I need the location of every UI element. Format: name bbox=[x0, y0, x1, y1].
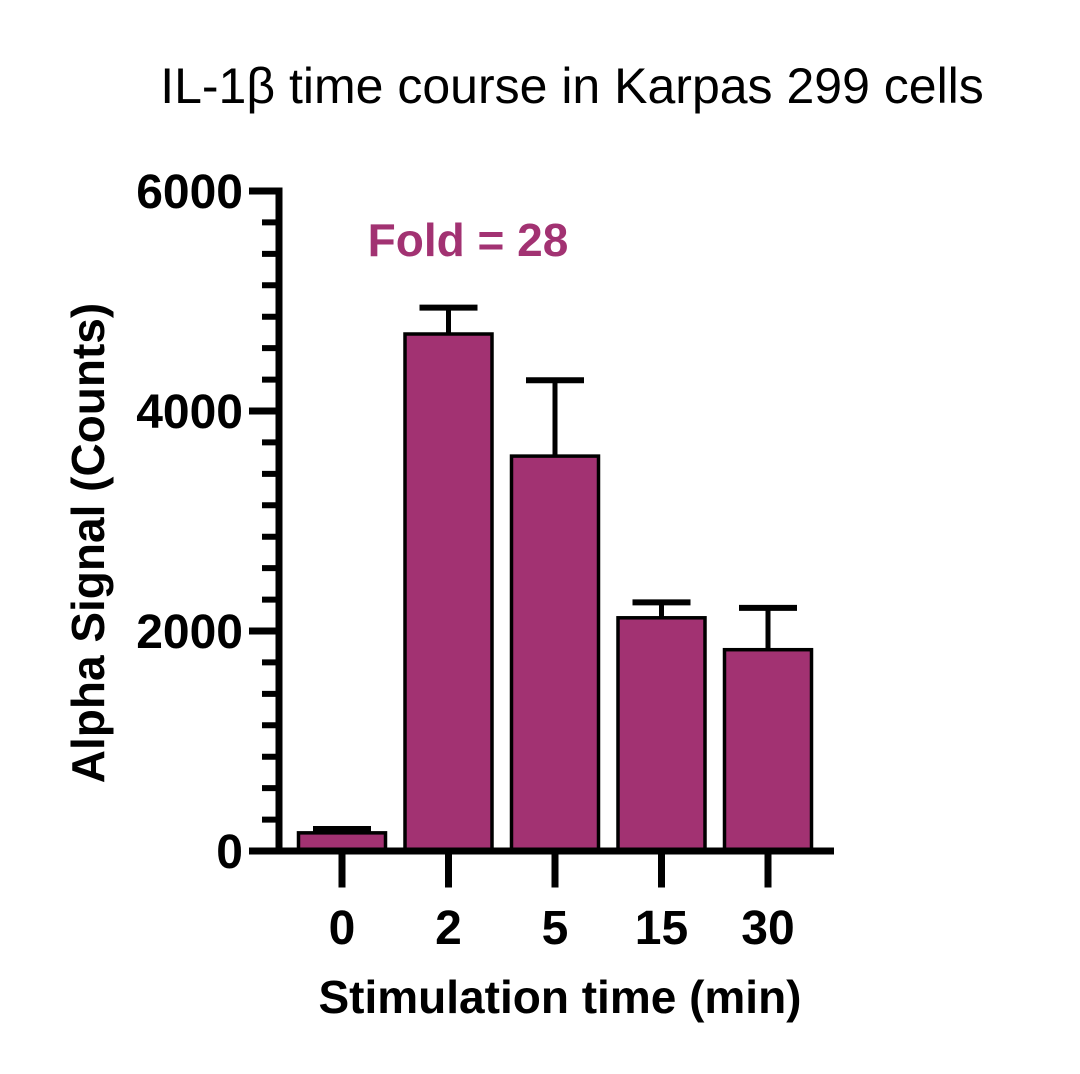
y-tick-label-0: 0 bbox=[216, 826, 243, 879]
x-tick-label-0: 0 bbox=[329, 902, 356, 955]
x-tick-label-15: 15 bbox=[635, 902, 688, 955]
x-tick-label-30: 30 bbox=[741, 902, 794, 955]
x-tick-label-2: 2 bbox=[435, 902, 462, 955]
chart-title: IL-1β time course in Karpas 299 cells bbox=[160, 58, 984, 114]
bar-15-min bbox=[616, 616, 707, 853]
x-tick-label-5: 5 bbox=[542, 902, 569, 955]
bar-30-min bbox=[722, 647, 814, 853]
bar-2-min bbox=[403, 332, 494, 853]
y-tick-label-4000: 4000 bbox=[136, 386, 243, 439]
error-bar bbox=[526, 377, 584, 465]
x-axis-title: Stimulation time (min) bbox=[318, 971, 802, 1023]
fold-annotation: Fold = 28 bbox=[367, 214, 569, 266]
y-tick-label-2000: 2000 bbox=[136, 606, 243, 659]
bar-5-min bbox=[509, 454, 601, 853]
y-tick-label-6000: 6000 bbox=[136, 166, 243, 219]
